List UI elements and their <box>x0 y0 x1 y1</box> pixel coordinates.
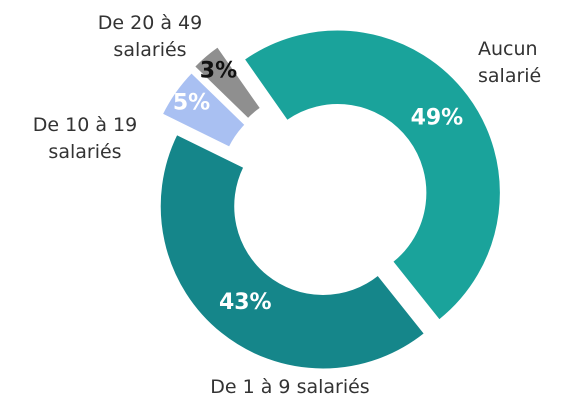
value-label: 49% <box>411 106 464 131</box>
donut-segment <box>159 133 426 370</box>
donut-segment <box>193 45 262 120</box>
category-label: De 20 à 49 salariés <box>97 12 203 61</box>
donut-segment <box>243 29 502 322</box>
value-label: 5% <box>173 91 210 116</box>
donut-segment <box>161 71 247 149</box>
value-label: 43% <box>219 290 272 315</box>
category-label: De 10 à 19 salariés <box>32 114 138 163</box>
category-label: De 1 à 9 salariés <box>210 376 370 398</box>
value-label: 3% <box>200 58 237 83</box>
category-label: Aucun salarié <box>478 38 542 87</box>
